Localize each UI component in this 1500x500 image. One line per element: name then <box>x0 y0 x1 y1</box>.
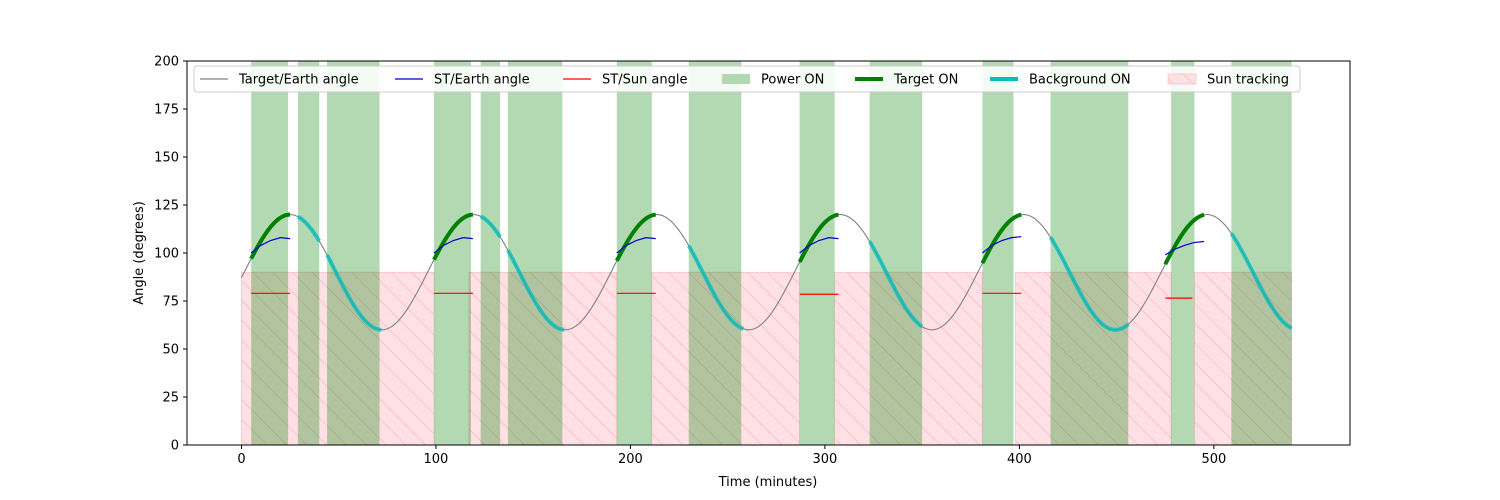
legend-label-3: ST/Sun angle <box>602 73 688 88</box>
power-on-band-4 <box>433 61 471 445</box>
x-tick-label: 400 <box>1007 452 1032 467</box>
target-on-segment-1 <box>249 212 291 260</box>
y-tick-label: 150 <box>154 151 179 166</box>
st-earth-angle-segment-6 <box>1164 240 1205 256</box>
y-tick-label: 0 <box>171 439 179 454</box>
y-axis-label: Angle (degrees) <box>132 201 147 305</box>
legend-swatch-4 <box>722 74 750 84</box>
legend-label-1: Target/Earth angle <box>238 73 359 88</box>
sun-tracking-region-4 <box>834 271 983 445</box>
y-tick-label: 125 <box>154 199 179 214</box>
st-earth-angle-segment-4 <box>799 237 839 254</box>
y-tick-label: 25 <box>162 391 179 406</box>
y-tick-label: 175 <box>154 103 179 118</box>
x-tick-label: 100 <box>424 452 449 467</box>
power-on-band-8 <box>688 61 742 445</box>
background-on-segment-4 <box>506 249 565 332</box>
x-axis-label: Time (minutes) <box>718 475 818 490</box>
x-tick-label: 500 <box>1201 452 1226 467</box>
power-on-band-1 <box>251 61 289 445</box>
st-earth-angle-segment-1 <box>250 237 291 254</box>
target-on-segment-3 <box>615 212 656 262</box>
angle-series <box>240 212 1293 332</box>
target-on-segment-6 <box>1163 212 1205 266</box>
sun-tracking-regions <box>241 271 1292 445</box>
x-tick-label: 200 <box>618 452 643 467</box>
y-tick-label: 200 <box>154 55 179 70</box>
y-tick-label: 100 <box>154 247 179 262</box>
x-tick-label: 300 <box>812 452 837 467</box>
background-on-segment-3 <box>479 214 502 239</box>
x-tick-label: 0 <box>237 452 245 467</box>
power-on-band-6 <box>507 61 563 445</box>
y-tick-label: 75 <box>162 295 179 310</box>
target-on-segment-5 <box>980 212 1022 265</box>
background-on-segment-5 <box>687 244 744 331</box>
sun-tracking-region-5 <box>1015 271 1172 445</box>
power-on-regions <box>251 61 1292 445</box>
background-on-segment-6 <box>867 240 924 329</box>
axes: 0 100 200 300 400 500 0 25 50 75 100 125 150 175 200 <box>154 55 1226 468</box>
legend-label-5: Target ON <box>893 73 958 88</box>
background-on-segment-1 <box>296 214 321 243</box>
sun-tracking-region-3 <box>651 271 800 445</box>
power-on-band-5 <box>480 61 501 445</box>
legend-label-4: Power ON <box>761 73 824 88</box>
power-on-band-13 <box>1171 61 1195 445</box>
st-earth-angle-segment-3 <box>616 237 656 254</box>
sun-tracking-region-2 <box>468 271 618 445</box>
background-on-segment-8 <box>1229 232 1293 330</box>
power-on-band-3 <box>327 61 380 445</box>
sun-tracking-region-1 <box>241 271 435 445</box>
target-on-segment-4 <box>797 212 839 263</box>
sun-tracking-region-6 <box>1194 271 1292 445</box>
legend: Target/Earth angle ST/Earth angle ST/Sun a… <box>193 65 1301 93</box>
y-tick-label: 50 <box>162 343 179 358</box>
st-earth-angle-segment-2 <box>433 237 473 254</box>
power-on-band-14 <box>1231 61 1292 445</box>
st-earth-angle-segment-5 <box>982 236 1022 254</box>
legend-label-2: ST/Earth angle <box>434 73 530 88</box>
background-on-segment-7 <box>1048 236 1130 332</box>
legend-label-7: Sun tracking <box>1207 73 1289 88</box>
power-on-band-2 <box>297 61 320 445</box>
legend-label-6: Background ON <box>1029 73 1131 88</box>
power-on-band-12 <box>1050 61 1129 445</box>
background-on-segment-2 <box>325 253 382 332</box>
legend-swatch-7 <box>1167 73 1197 85</box>
